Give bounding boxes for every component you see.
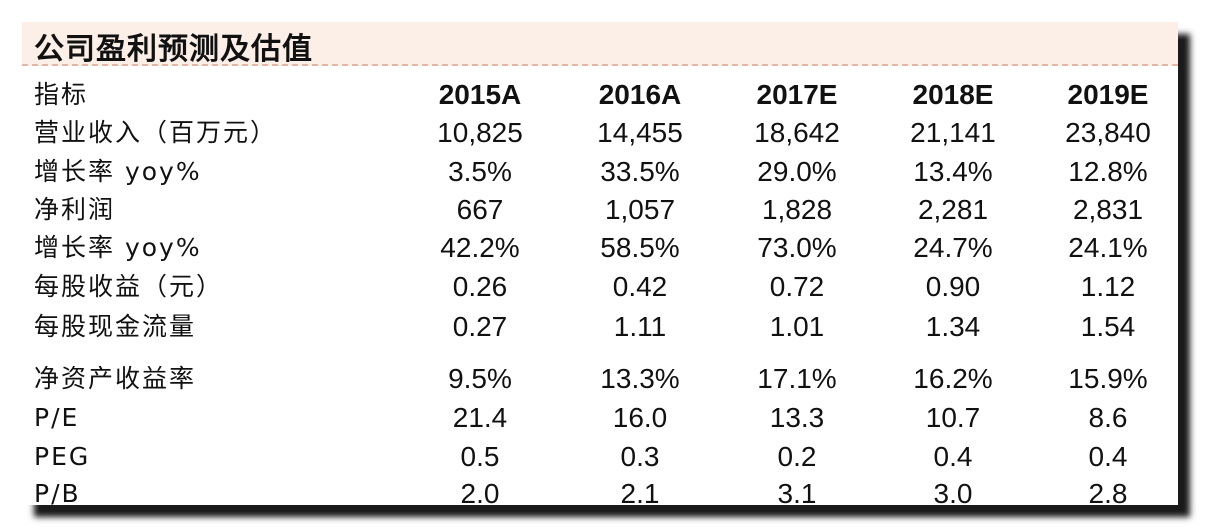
header-cell: 2015A	[438, 79, 522, 110]
cell: 21,141	[910, 117, 996, 148]
header-cell: 2017E	[756, 79, 838, 110]
table-row: P/E 21.4 16.0 13.3 10.7 8.6	[22, 399, 1178, 437]
table-row: 净利润 667 1,057 1,828 2,281 2,831	[22, 191, 1178, 229]
cell: 10.7	[925, 402, 981, 433]
row-label: 每股收益（元）	[34, 272, 224, 301]
cell: 13.4%	[913, 156, 993, 187]
cell: 13.3	[769, 402, 825, 433]
table-row: 增长率 yoy% 42.2% 58.5% 73.0% 24.7% 24.1%	[22, 229, 1178, 267]
cell: 0.5	[460, 441, 500, 472]
cell: 33.5%	[600, 156, 680, 187]
cell: 1.01	[769, 311, 825, 342]
table-row: 增长率 yoy% 3.5% 33.5% 29.0% 13.4% 12.8%	[22, 153, 1178, 191]
cell: 42.2%	[440, 232, 520, 263]
row-label: 增长率 yoy%	[34, 233, 202, 262]
cell: 17.1%	[757, 363, 837, 394]
cell: 2.8	[1088, 478, 1128, 505]
cell: 1.12	[1080, 271, 1136, 302]
cell: 0.4	[1088, 441, 1128, 472]
cell: 0.42	[612, 271, 668, 302]
header-row: 指标 2015A 2016A 2017E 2018E 2019E	[22, 76, 1178, 114]
row-label: 净利润	[34, 195, 116, 224]
header-label: 指标	[34, 80, 89, 109]
cell: 8.6	[1088, 402, 1128, 433]
cell: 21.4	[452, 402, 508, 433]
table-row: 每股收益（元） 0.26 0.42 0.72 0.90 1.12	[22, 268, 1178, 306]
cell: 73.0%	[757, 232, 837, 263]
table-row: P/B 2.0 2.1 3.1 3.0 2.8	[22, 475, 1178, 505]
table-row: PEG 0.5 0.3 0.2 0.4 0.4	[22, 438, 1178, 476]
cell: 12.8%	[1068, 156, 1148, 187]
row-label: 增长率 yoy%	[34, 157, 202, 186]
row-label: 净资产收益率	[34, 364, 197, 393]
header-cell: 2019E	[1067, 79, 1149, 110]
cell: 24.7%	[913, 232, 993, 263]
cell: 1.11	[613, 311, 667, 342]
row-label: P/E	[34, 403, 80, 432]
title-bar: 公司盈利预测及估值	[22, 22, 1178, 67]
cell: 0.26	[452, 271, 508, 302]
cell: 0.90	[925, 271, 981, 302]
cell: 16.0	[612, 402, 668, 433]
cell: 13.3%	[600, 363, 680, 394]
table-title: 公司盈利预测及估值	[34, 32, 313, 67]
row-label: PEG	[34, 442, 91, 471]
cell: 3.1	[777, 478, 817, 505]
cell: 23,840	[1065, 117, 1151, 148]
table-row: 净资产收益率 9.5% 13.3% 17.1% 16.2% 15.9%	[22, 360, 1178, 398]
cell: 0.72	[769, 271, 825, 302]
row-label: 每股现金流量	[34, 312, 197, 341]
cell: 10,825	[437, 117, 523, 148]
cell: 2.0	[460, 478, 500, 505]
cell: 1,828	[761, 194, 833, 225]
cell: 2,831	[1072, 194, 1144, 225]
cell: 15.9%	[1068, 363, 1148, 394]
header-cell: 2018E	[912, 79, 994, 110]
cell: 0.27	[452, 311, 508, 342]
cell: 29.0%	[757, 156, 837, 187]
cell: 18,642	[754, 117, 840, 148]
cell: 0.4	[933, 441, 973, 472]
cell: 2,281	[917, 194, 989, 225]
table-card: 公司盈利预测及估值 指标 2015A 2016A 2017E 2018E 2019E 营业收…	[22, 22, 1178, 505]
cell: 1.34	[925, 311, 981, 342]
table-row: 每股现金流量 0.27 1.11 1.01 1.34 1.54	[22, 308, 1178, 346]
cell: 14,455	[597, 117, 683, 148]
header-cell: 2016A	[598, 79, 682, 110]
cell: 24.1%	[1068, 232, 1148, 263]
row-label: P/B	[34, 479, 81, 505]
cell: 1.54	[1080, 311, 1136, 342]
cell: 667	[456, 194, 504, 225]
cell: 0.2	[777, 441, 817, 472]
table-row: 营业收入（百万元） 10,825 14,455 18,642 21,141 23,840	[22, 114, 1178, 152]
cell: 2.1	[620, 478, 660, 505]
cell: 1,057	[604, 194, 676, 225]
cell: 58.5%	[600, 232, 680, 263]
cell: 16.2%	[913, 363, 993, 394]
cell: 3.0	[933, 478, 973, 505]
row-label: 营业收入（百万元）	[34, 118, 278, 147]
cell: 0.3	[620, 441, 660, 472]
cell: 9.5%	[448, 363, 512, 394]
cell: 3.5%	[448, 156, 512, 187]
